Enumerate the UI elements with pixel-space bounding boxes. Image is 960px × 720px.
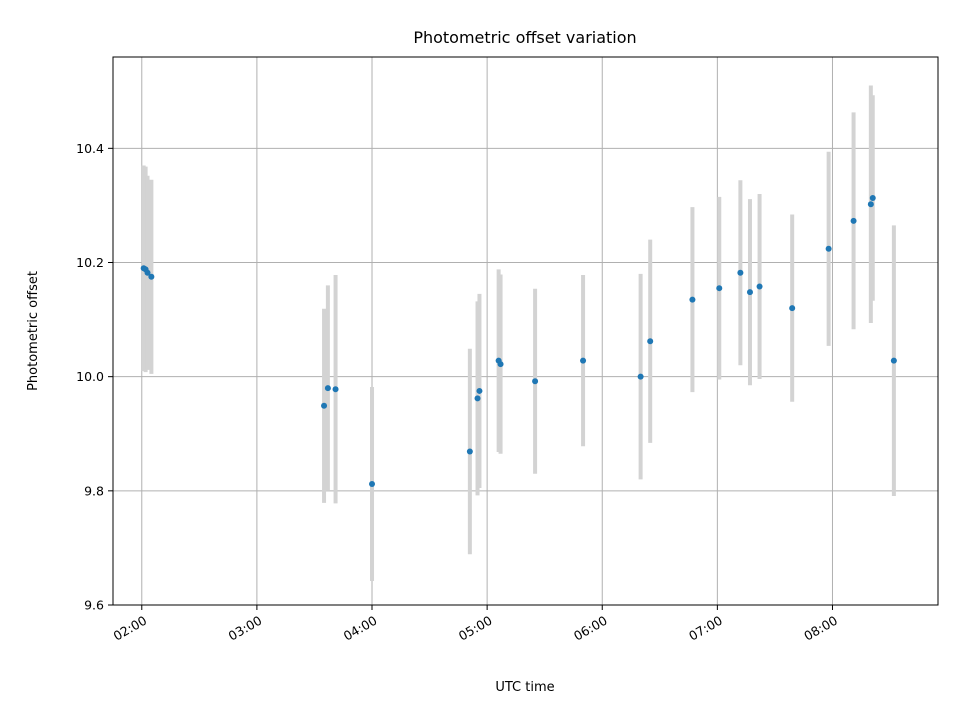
data-point xyxy=(148,273,155,280)
data-point xyxy=(580,357,587,364)
y-tick-label: 9.6 xyxy=(84,598,104,613)
y-axis-label: Photometric offset xyxy=(26,271,41,391)
data-point xyxy=(474,395,481,402)
data-point xyxy=(716,285,723,292)
data-point xyxy=(737,269,744,276)
x-axis-label: UTC time xyxy=(495,680,554,695)
data-point xyxy=(321,402,328,409)
y-tick-label: 10.0 xyxy=(76,369,104,384)
data-point xyxy=(867,201,874,208)
data-point xyxy=(890,357,897,364)
data-point xyxy=(144,269,151,276)
data-point xyxy=(689,296,696,303)
y-tick-label: 9.8 xyxy=(84,483,104,498)
data-point xyxy=(476,387,483,394)
data-point xyxy=(825,245,832,252)
data-point xyxy=(850,217,857,224)
data-point xyxy=(369,480,376,487)
data-point xyxy=(746,289,753,296)
data-point xyxy=(332,386,339,393)
data-point xyxy=(497,361,504,368)
data-point xyxy=(466,448,473,455)
y-tick-label: 10.4 xyxy=(76,141,104,156)
plot-frame xyxy=(112,56,939,606)
data-point xyxy=(869,194,876,201)
data-points xyxy=(140,194,897,487)
y-axis-ticks: 9.6 9.8 10.0 10.2 10.4 xyxy=(76,141,113,613)
y-tick-label: 10.2 xyxy=(76,255,104,270)
data-point xyxy=(532,378,539,385)
data-point xyxy=(647,338,654,345)
data-point xyxy=(756,283,763,290)
data-point xyxy=(324,385,331,392)
data-point xyxy=(637,373,644,380)
data-point xyxy=(789,305,796,312)
chart-title: Photometric offset variation xyxy=(413,28,636,47)
